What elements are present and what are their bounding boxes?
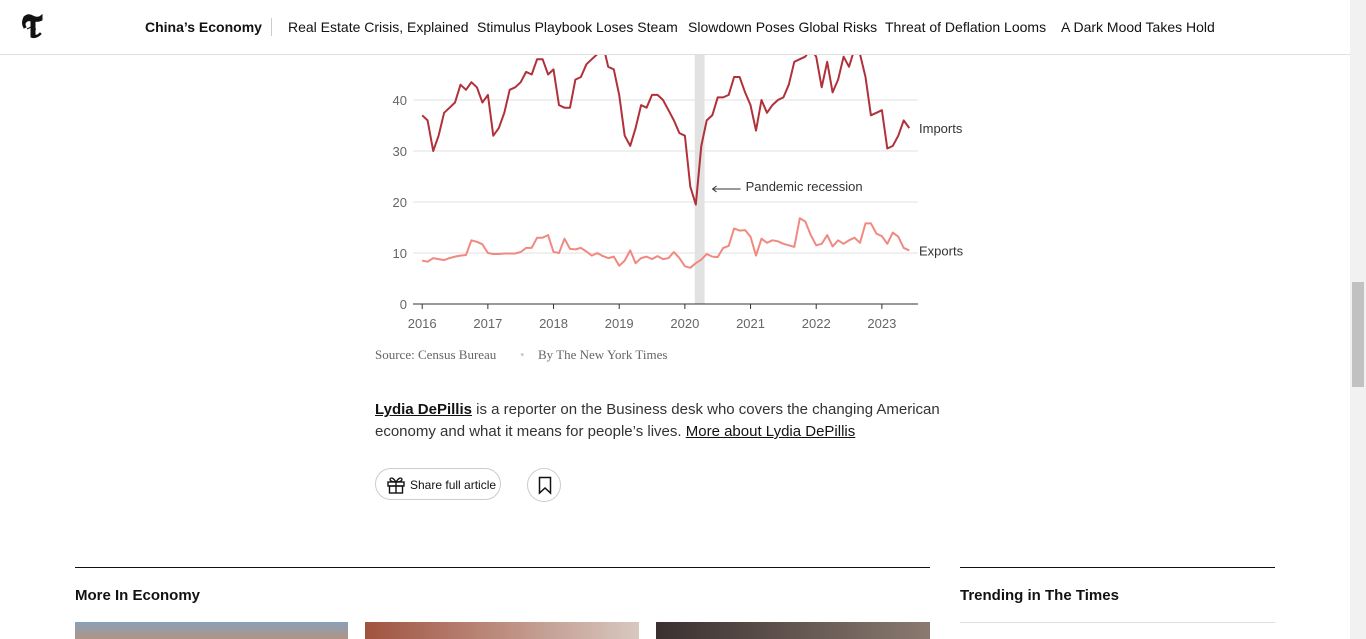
- share-label: Share full article: [410, 478, 497, 492]
- dot: •: [520, 347, 525, 362]
- y-tick-label: 40: [393, 93, 407, 108]
- x-tick-label: 2021: [736, 316, 765, 331]
- arrow-head: [711, 185, 717, 193]
- credit: By The New York Times: [538, 347, 668, 362]
- x-tick-label: 2019: [605, 316, 634, 331]
- y-tick-label: 20: [393, 195, 407, 210]
- line: [422, 217, 910, 269]
- author-link[interactable]: Lydia DePillis: [375, 401, 472, 418]
- y-tick-label: 30: [393, 144, 407, 159]
- nav-link[interactable]: Slowdown Poses Global Risks: [688, 19, 878, 35]
- more-link[interactable]: More about Lydia DePillis: [685, 423, 856, 440]
- nav-link[interactable]: A Dark Mood Takes Hold: [1061, 19, 1215, 35]
- separator: [271, 18, 272, 36]
- y-tick-label: 10: [393, 246, 407, 261]
- top-nav: China’s Economy Real Estate Crisis, Expl…: [0, 0, 1350, 55]
- save-button[interactable]: [527, 468, 561, 502]
- scrollbar[interactable]: [1350, 0, 1366, 639]
- source: Source: Census Bureau: [375, 347, 497, 362]
- thumbnail[interactable]: [365, 622, 639, 639]
- thumbnail[interactable]: [656, 622, 930, 639]
- section-rule: [960, 567, 1275, 568]
- x-tick-label: 2016: [408, 316, 437, 331]
- author-bio: Lydia DePillis is a reporter on the Busi…: [375, 399, 950, 443]
- scroll-thumb[interactable]: [1352, 282, 1364, 387]
- thumbnail[interactable]: [75, 622, 348, 639]
- series-label: Imports: [919, 121, 963, 136]
- logo[interactable]: [22, 13, 44, 39]
- divider: [960, 622, 1275, 623]
- nav-link[interactable]: Stimulus Playbook Loses Steam: [477, 19, 678, 35]
- gift-icon: [387, 477, 405, 494]
- annotation: Pandemic recession: [746, 179, 863, 194]
- x-tick-label: 2023: [867, 316, 896, 331]
- nav-section[interactable]: China’s Economy: [145, 19, 262, 35]
- section-rule: [75, 567, 930, 568]
- section-heading: Trending in The Times: [960, 587, 1119, 604]
- share-button[interactable]: Share full article: [375, 468, 501, 500]
- nav-link[interactable]: Real Estate Crisis, Explained: [288, 19, 469, 35]
- section-heading: More In Economy: [75, 587, 201, 604]
- recession-band: [694, 49, 705, 304]
- x-tick-label: 2018: [539, 316, 568, 331]
- x-tick-label: 2020: [670, 316, 699, 331]
- bio-text: is a reporter on the Business desk who c…: [375, 401, 940, 440]
- y-tick-label: 0: [400, 297, 407, 312]
- x-tick-label: 2017: [473, 316, 502, 331]
- nav-link[interactable]: Threat of Deflation Looms: [885, 19, 1047, 35]
- series-label: Exports: [919, 243, 964, 258]
- line: [421, 42, 911, 206]
- bookmark-icon: [538, 476, 552, 495]
- chart: 0 10 20 30 40 2016 2017 2018 2019 2020 2021 2022 202…: [393, 42, 964, 331]
- x-tick-label: 2022: [802, 316, 831, 331]
